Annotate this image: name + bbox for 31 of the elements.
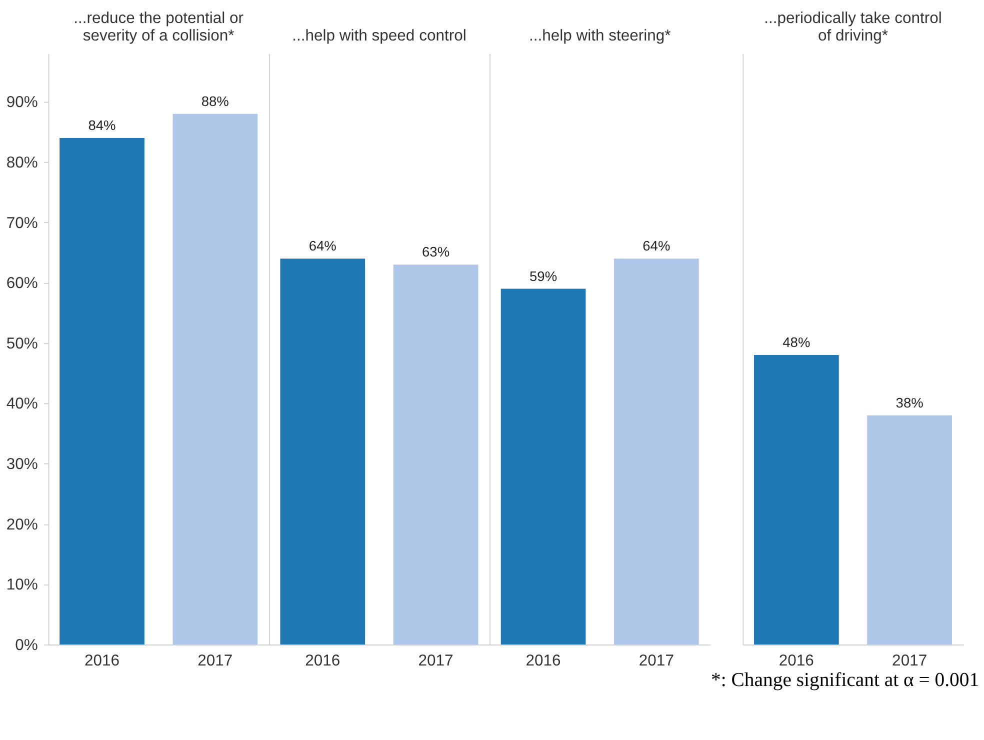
x-tick-label: 2016 — [778, 652, 814, 670]
y-tick-label: 0% — [15, 636, 38, 654]
y-tick-label: 90% — [6, 94, 38, 112]
x-tick-label: 2017 — [638, 652, 674, 670]
data-label: 84% — [88, 118, 116, 134]
x-tick-label: 2017 — [892, 652, 928, 670]
y-tick-label: 40% — [6, 396, 38, 413]
data-label: 64% — [308, 238, 336, 254]
x-tick-label: 2016 — [305, 652, 340, 670]
y-tick-label: 50% — [6, 335, 38, 352]
x-tick-label: 2016 — [84, 652, 120, 670]
data-label: 38% — [896, 395, 924, 410]
chart-title: ...help with speed control — [292, 28, 466, 45]
text: *: Change significant at α = 0.001 — [711, 668, 980, 691]
x-tick-label: 2017 — [198, 652, 233, 670]
data-label: 63% — [422, 244, 450, 260]
data-label: 48% — [782, 335, 810, 350]
data-label: 64% — [642, 238, 670, 254]
y-tick-label: 80% — [6, 154, 38, 172]
x-tick-label: 2017 — [418, 652, 454, 670]
y-tick-label: 10% — [6, 576, 38, 594]
y-tick-label: 20% — [6, 516, 38, 534]
x-tick-label: 2016 — [526, 652, 562, 670]
chart-title: ...reduce the potential or severity of a collision* — [74, 10, 244, 45]
data-label: 59% — [530, 268, 558, 284]
y-tick-label: 70% — [6, 214, 38, 232]
chart-title: ...help with steering* — [528, 28, 671, 45]
data-label: 88% — [201, 94, 229, 109]
y-tick-label: 60% — [6, 275, 38, 292]
chart-title: ...periodically take control of driving* — [764, 10, 942, 45]
y-tick-label: 30% — [6, 456, 38, 474]
